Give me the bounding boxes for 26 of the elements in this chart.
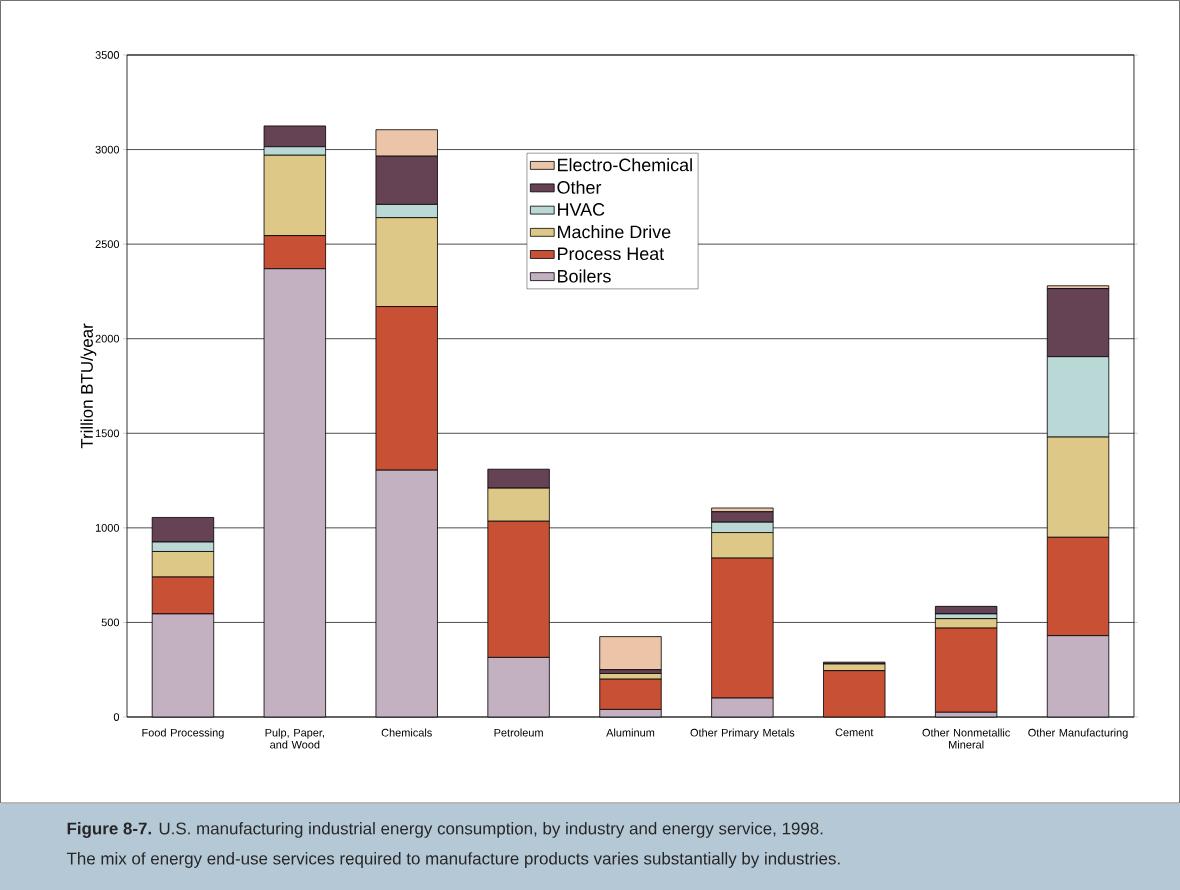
y-tick-label: 2500	[95, 240, 120, 249]
x-tick-label: Other Primary Metals	[690, 728, 795, 739]
y-tick-label: 3000	[95, 145, 120, 154]
text: The mix of energy end-use services required to manufacture products varies substantially by industries.	[66, 852, 840, 868]
legend-label: Machine Drive	[558, 225, 671, 239]
x-tick-label: Aluminum	[606, 728, 655, 737]
y-tick-label: 0	[113, 713, 120, 721]
legend-label: Electro-Chemical	[558, 158, 692, 172]
x-tick-label: Chemicals	[381, 728, 432, 737]
legend-label: HVAC	[558, 203, 605, 216]
y-tick-label: 500	[101, 618, 120, 627]
y-tick-label: 3500	[95, 51, 120, 59]
x-tick-label: Cement	[835, 728, 874, 737]
x-tick-label: Other Manufacturing	[1028, 728, 1128, 739]
y-tick-label: 1500	[95, 429, 120, 438]
x-tick-label: Petroleum	[494, 728, 543, 737]
y-tick-label: 2000	[95, 334, 120, 343]
x-tick-label: Pulp, Paper, and Wood	[265, 728, 325, 749]
legend-label: Boilers	[558, 269, 611, 283]
y-axis-title: Trillion BTU/year	[80, 323, 97, 449]
legend-label: Process Heat	[558, 247, 665, 261]
text: Figure 8-7. U.S. manufacturing industrial energy consumption, by industry and energy service, 1998.	[67, 822, 823, 838]
x-tick-label: Other Nonmetallic Mineral	[922, 728, 1010, 749]
legend-label: Other	[557, 180, 602, 194]
x-tick-label: Food Processing	[142, 728, 224, 739]
y-tick-label: 1000	[95, 523, 120, 532]
